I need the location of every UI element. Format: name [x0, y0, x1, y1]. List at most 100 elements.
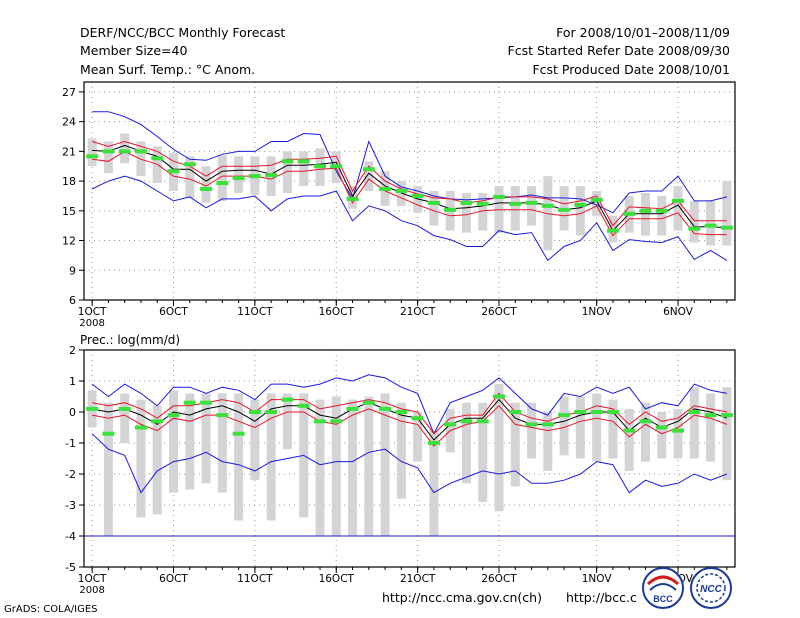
series-line-min	[91, 433, 728, 494]
observed-marker	[313, 419, 326, 424]
observed-marker	[151, 156, 164, 161]
observed-marker	[216, 181, 229, 186]
x-tick-label: 21OCT	[400, 306, 436, 318]
y-tick-label: 6	[69, 294, 76, 307]
range-bar	[673, 408, 683, 459]
x-tick-label: 1OCT	[78, 573, 107, 585]
series-line-max	[91, 374, 727, 435]
ncc-logo-text: NCC	[700, 584, 722, 595]
range-bar	[510, 186, 520, 231]
observed-marker	[427, 441, 440, 445]
observed-marker	[525, 422, 538, 427]
observed-marker	[672, 198, 685, 203]
range-bar	[624, 408, 634, 471]
observed-marker	[639, 419, 652, 424]
range-bar	[413, 412, 423, 462]
observed-marker	[541, 422, 554, 427]
range-bar	[348, 399, 358, 536]
observed-marker	[281, 159, 294, 164]
observed-marker	[574, 410, 587, 414]
series-line-mean	[92, 398, 728, 441]
ncc-logo: NCC	[690, 567, 732, 609]
y-tick-label: -1	[65, 437, 76, 450]
observed-marker	[655, 208, 668, 213]
observed-marker	[444, 207, 457, 212]
range-bar	[201, 166, 211, 203]
observed-marker	[493, 394, 506, 399]
x-tick-label: 6OCT	[159, 573, 188, 585]
range-bar	[234, 393, 244, 521]
y-tick-label: 2	[69, 344, 76, 357]
observed-marker	[183, 400, 196, 405]
range-bar	[543, 412, 553, 471]
observed-marker	[86, 154, 99, 159]
observed-marker	[411, 193, 424, 198]
x-tick-label: 16OCT	[319, 306, 355, 318]
y-tick-label: 18	[62, 175, 76, 188]
y-tick-label: 21	[62, 145, 76, 158]
y-tick-label: 0	[69, 406, 76, 419]
observed-marker	[623, 211, 636, 216]
observed-marker	[297, 403, 310, 408]
range-bar	[461, 402, 471, 484]
range-bar	[575, 396, 585, 459]
observed-marker	[232, 431, 245, 436]
x-tick-label: 1OCT	[78, 306, 107, 318]
range-bar	[250, 399, 260, 481]
observed-marker	[346, 196, 359, 201]
observed-marker	[623, 428, 636, 433]
range-bar	[722, 181, 732, 246]
observed-marker	[704, 223, 717, 228]
range-bar	[592, 393, 602, 462]
observed-marker	[151, 419, 164, 424]
observed-marker	[493, 194, 506, 199]
y-tick-label: -3	[65, 499, 76, 512]
range-bar	[510, 402, 520, 487]
observed-marker	[281, 397, 294, 402]
observed-marker	[362, 400, 375, 405]
range-bar	[217, 155, 227, 201]
observed-marker	[688, 226, 701, 231]
series-line-lower	[92, 150, 727, 237]
x-tick-label: 11OCT	[237, 573, 273, 585]
observed-marker	[395, 410, 408, 414]
observed-marker	[86, 406, 99, 411]
range-bar	[396, 402, 406, 499]
x-tick-label: 11OCT	[237, 306, 273, 318]
y-tick-label: 1	[69, 375, 76, 388]
range-bar	[87, 138, 97, 167]
observed-marker	[134, 425, 147, 430]
observed-marker	[248, 410, 261, 414]
observed-marker	[102, 149, 115, 154]
footer-url-bcc[interactable]: http://bcc.c	[566, 590, 637, 605]
range-bar	[282, 151, 292, 193]
x-tick-label: 21OCT	[400, 573, 436, 585]
observed-marker	[313, 164, 326, 169]
series-line-max	[92, 111, 728, 214]
observed-marker	[330, 164, 343, 169]
range-bar	[120, 393, 130, 443]
range-bar	[201, 393, 211, 484]
x-tick-label: 1NOV	[582, 573, 613, 585]
produced-date: Fcst Produced Date 2008/10/01	[532, 62, 730, 77]
x-tick-label: 6OCT	[159, 306, 188, 318]
observed-marker	[476, 201, 489, 206]
observed-marker	[297, 159, 310, 164]
range-bar	[657, 195, 667, 236]
y-tick-label: -5	[65, 561, 76, 574]
range-bar	[592, 191, 602, 216]
y-tick-label: 12	[62, 235, 76, 248]
footer-url-ncc[interactable]: http://ncc.cma.gov.cn(ch)	[382, 590, 542, 605]
plot-frame	[83, 81, 736, 301]
x-tick-label: 1NOV	[582, 306, 613, 318]
range-bar	[152, 405, 162, 515]
forecast-period: For 2008/10/01–2008/11/09	[556, 25, 730, 40]
range-bar	[282, 393, 292, 450]
observed-marker	[541, 203, 554, 208]
observed-marker	[672, 428, 685, 433]
range-bar	[722, 387, 732, 481]
observed-marker	[216, 413, 229, 418]
range-bar	[136, 399, 146, 518]
grads-credit: GrADS: COLA/IGES	[4, 604, 98, 615]
